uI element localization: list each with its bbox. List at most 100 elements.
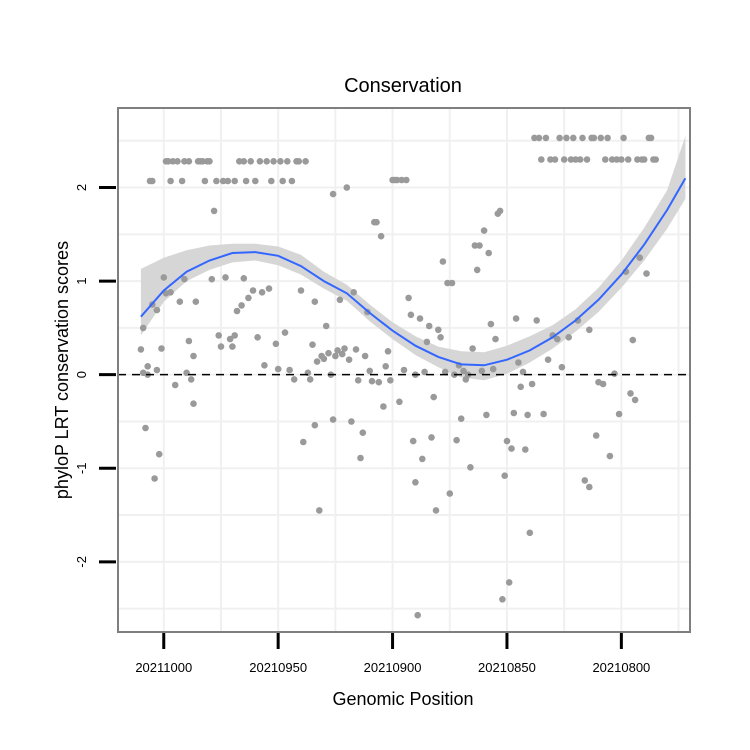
data-point — [332, 352, 339, 360]
data-point — [320, 355, 328, 363]
data-point — [487, 320, 495, 328]
data-point — [492, 335, 499, 343]
data-point — [231, 332, 238, 339]
data-point — [274, 365, 282, 373]
data-point — [336, 296, 344, 304]
y-tick-label: 1 — [74, 277, 89, 284]
data-point — [233, 307, 241, 315]
data-point — [311, 421, 319, 429]
data-point — [396, 398, 403, 406]
data-point — [213, 177, 220, 185]
data-point — [254, 334, 261, 341]
data-point — [512, 315, 520, 322]
data-point — [453, 436, 460, 444]
data-point — [229, 343, 236, 350]
data-point — [528, 380, 536, 388]
data-point — [435, 326, 442, 334]
data-point — [403, 176, 410, 184]
data-point — [457, 415, 465, 423]
data-point — [565, 334, 572, 341]
data-point — [538, 156, 545, 163]
data-point — [165, 158, 172, 165]
data-point — [300, 438, 307, 446]
data-point — [265, 285, 273, 292]
data-point — [139, 324, 147, 332]
data-point — [428, 434, 435, 441]
data-point — [647, 134, 655, 142]
data-point — [583, 156, 591, 163]
data-point — [547, 156, 554, 163]
data-point — [526, 529, 534, 537]
data-point — [533, 317, 540, 324]
data-point — [604, 134, 611, 142]
x-tick-label: 20210950 — [249, 660, 307, 675]
data-point — [611, 370, 618, 378]
data-point — [643, 270, 650, 277]
data-point — [586, 326, 593, 334]
data-point — [149, 177, 156, 185]
data-point — [590, 134, 598, 142]
x-tick-label: 20210900 — [364, 660, 422, 675]
data-point — [279, 177, 287, 185]
data-point — [350, 289, 358, 296]
data-point — [405, 294, 412, 302]
data-point — [430, 393, 438, 401]
data-point — [295, 158, 303, 165]
data-point — [398, 176, 406, 184]
data-point — [489, 365, 497, 373]
data-point — [563, 134, 570, 142]
x-axis-ticks: 20211000 20210950 20210900 20210850 20210800 — [135, 633, 650, 675]
x-axis-label: Genomic Position — [332, 689, 473, 709]
data-point — [503, 437, 511, 445]
y-axis-label: phyloP LRT conservation scores — [52, 241, 72, 499]
data-point — [478, 367, 486, 375]
data-point — [544, 356, 552, 364]
y-axis-ticks: -2 -1 0 1 2 — [74, 184, 116, 568]
data-point — [345, 356, 353, 364]
y-tick-label: -2 — [74, 556, 89, 568]
data-point — [210, 207, 218, 215]
data-point — [535, 134, 543, 142]
data-point — [515, 359, 522, 366]
data-point — [613, 156, 621, 163]
data-point — [400, 366, 408, 374]
data-point — [185, 158, 193, 165]
data-point — [240, 158, 248, 165]
data-point — [382, 363, 390, 370]
y-tick-label: -1 — [74, 463, 89, 475]
data-point — [421, 368, 428, 376]
data-point — [409, 437, 417, 445]
data-point — [217, 343, 225, 350]
data-point — [627, 390, 634, 397]
data-point — [153, 366, 161, 374]
data-point — [501, 472, 509, 480]
plot-panel-border — [117, 107, 691, 633]
data-point — [485, 249, 493, 257]
data-point — [167, 177, 174, 185]
data-point — [284, 158, 291, 165]
data-point — [615, 410, 623, 418]
data-point — [258, 289, 266, 296]
data-point — [460, 367, 467, 375]
data-point — [208, 275, 216, 283]
data-point — [652, 156, 659, 163]
data-point — [256, 158, 264, 165]
data-point — [263, 158, 271, 165]
data-point — [151, 475, 158, 482]
data-point — [185, 337, 193, 345]
y-tick-label: 0 — [74, 371, 89, 378]
data-point — [380, 403, 387, 410]
data-point — [467, 464, 474, 471]
data-point — [522, 446, 529, 453]
x-tick-label: 20210800 — [592, 660, 650, 675]
data-point — [224, 177, 232, 185]
data-point — [407, 311, 415, 319]
data-point — [219, 177, 227, 185]
data-point — [348, 418, 355, 425]
data-point — [249, 287, 257, 294]
data-point — [352, 346, 360, 353]
data-point — [137, 346, 145, 353]
data-point — [286, 366, 293, 374]
data-point — [517, 383, 524, 391]
confidence-band — [140, 136, 686, 381]
